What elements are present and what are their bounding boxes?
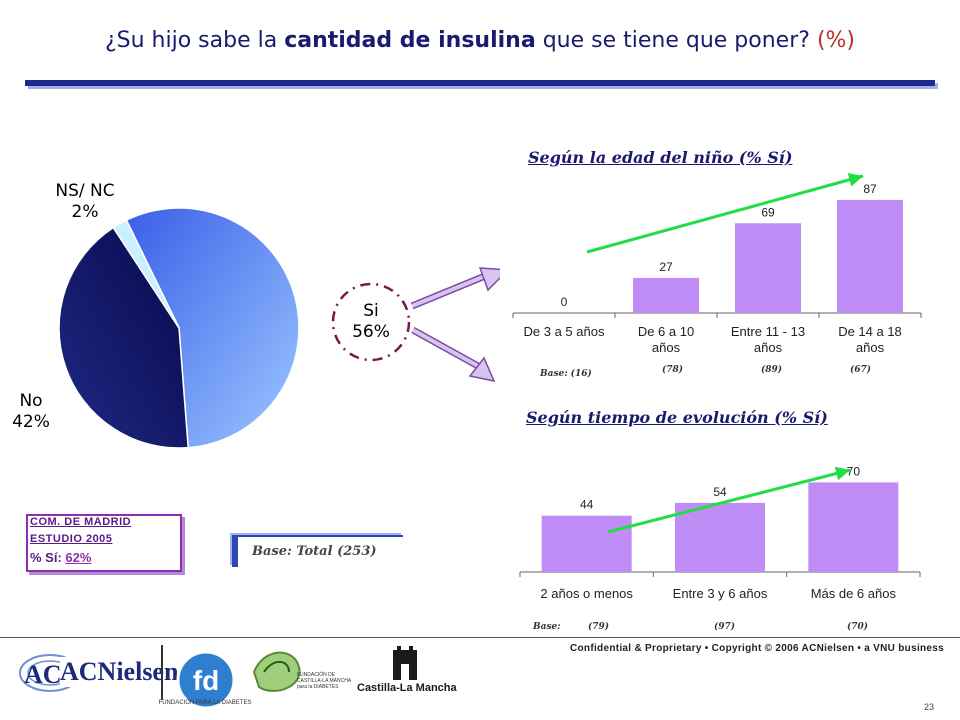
- pie-slice-no: [58, 226, 190, 449]
- base-total-label: Base: Total (253): [252, 544, 377, 559]
- fundacion-diabetes-text: FUNDACION PARA LA DIABETES: [158, 700, 252, 706]
- footer-copyright: Confidential & Proprietary • Copyright ©…: [570, 643, 945, 654]
- category-label: Más de 6 años: [811, 586, 897, 601]
- madrid-comparison-box: [26, 514, 182, 572]
- category-label: Entre 11 - 13: [731, 324, 805, 339]
- bar-value-label: 54: [713, 485, 727, 499]
- trend-arrow-line: [586, 174, 864, 254]
- svg-text:fd: fd: [193, 665, 219, 696]
- bar-value-label: 70: [847, 464, 861, 478]
- category-label: años: [856, 340, 885, 355]
- evo-chart-title: Según tiempo de evolución (% Sí): [526, 408, 828, 427]
- pie-slice-si: [125, 207, 300, 449]
- title-percent: (%): [816, 28, 856, 53]
- castilla-la-mancha-crest-icon: [393, 646, 417, 680]
- base-total-box: [232, 535, 403, 567]
- footer-rule: [0, 637, 960, 638]
- bar: [633, 277, 699, 313]
- bar: [808, 482, 899, 572]
- age-base-2: (89): [761, 365, 783, 375]
- svg-text:AC: AC: [24, 660, 62, 689]
- category-label: Entre 3 y 6 años: [673, 586, 768, 601]
- evo-base-2: (97): [714, 622, 736, 632]
- bar: [541, 515, 632, 572]
- pie-slices: [58, 207, 300, 449]
- bar-value-label: 87: [863, 182, 877, 196]
- age-base-1: (78): [662, 365, 684, 375]
- age-base-0: Base: (16): [540, 369, 592, 379]
- bar: [735, 223, 801, 313]
- castilla-la-mancha-text: Castilla-La Mancha: [357, 682, 457, 694]
- title-highlight: cantidad de insulina: [284, 28, 536, 53]
- page-title: ¿Su hijo sabe la cantidad de insulina qu…: [104, 28, 856, 53]
- bar: [837, 199, 903, 313]
- category-label: 2 años o menos: [540, 586, 633, 601]
- bar-value-label: 0: [561, 295, 568, 309]
- bar-value-label: 69: [761, 205, 775, 219]
- trend-arrow-line: [607, 468, 851, 534]
- evo-base-3: (70): [847, 622, 869, 632]
- trend-arrow-head: [847, 172, 863, 187]
- category-label: años: [754, 340, 783, 355]
- category-label: De 6 a 10: [638, 324, 694, 339]
- bar-value-label: 27: [659, 260, 673, 274]
- madrid-line2: ESTUDIO 2005: [30, 533, 113, 545]
- category-label: años: [652, 340, 681, 355]
- evo-base-1: (79): [588, 622, 610, 632]
- category-label: De 3 a 5 años: [524, 324, 605, 339]
- madrid-line3: % Sí: 62%: [30, 550, 92, 565]
- pie-chart: [58, 207, 500, 449]
- madrid-line1: COM. DE MADRID: [30, 516, 132, 528]
- pie-label-si: Si 56%: [352, 301, 390, 342]
- pie-label-no: No 42%: [12, 391, 50, 432]
- age-base-3: (67): [850, 365, 872, 375]
- bar: [675, 502, 765, 572]
- bar-value-label: 44: [580, 498, 594, 512]
- acnielsen-logo-text: ACNielsen: [60, 657, 183, 687]
- evo-base-0: Base:: [533, 622, 561, 632]
- fundacion-diabetes-logo-icon: fd: [176, 650, 236, 710]
- category-label: De 14 a 18: [838, 324, 902, 339]
- si-highlight-circle: [331, 282, 411, 362]
- age-chart-title: Según la edad del niño (% Sí): [528, 148, 793, 167]
- evo-bar-chart: 44 2 años o menos 54 Entre 3 y 6 años 70 Más …: [519, 464, 921, 601]
- pie-label-nsnc: NS/ NC 2%: [55, 181, 115, 222]
- pie-slice-nsnc: [112, 219, 180, 329]
- castilla-fundacion-text: FUNDACIÓN DE CASTILLA-LA MANCHA para la …: [297, 672, 351, 690]
- trend-arrow-head: [834, 466, 850, 481]
- page-number: 23: [924, 702, 935, 712]
- title-rule: [25, 80, 935, 86]
- arrow-to-evo-chart: [411, 326, 496, 383]
- arrow-to-age-chart: [410, 267, 500, 310]
- castilla-fundacion-logo-icon: [252, 651, 301, 692]
- logo-divider: [161, 645, 163, 700]
